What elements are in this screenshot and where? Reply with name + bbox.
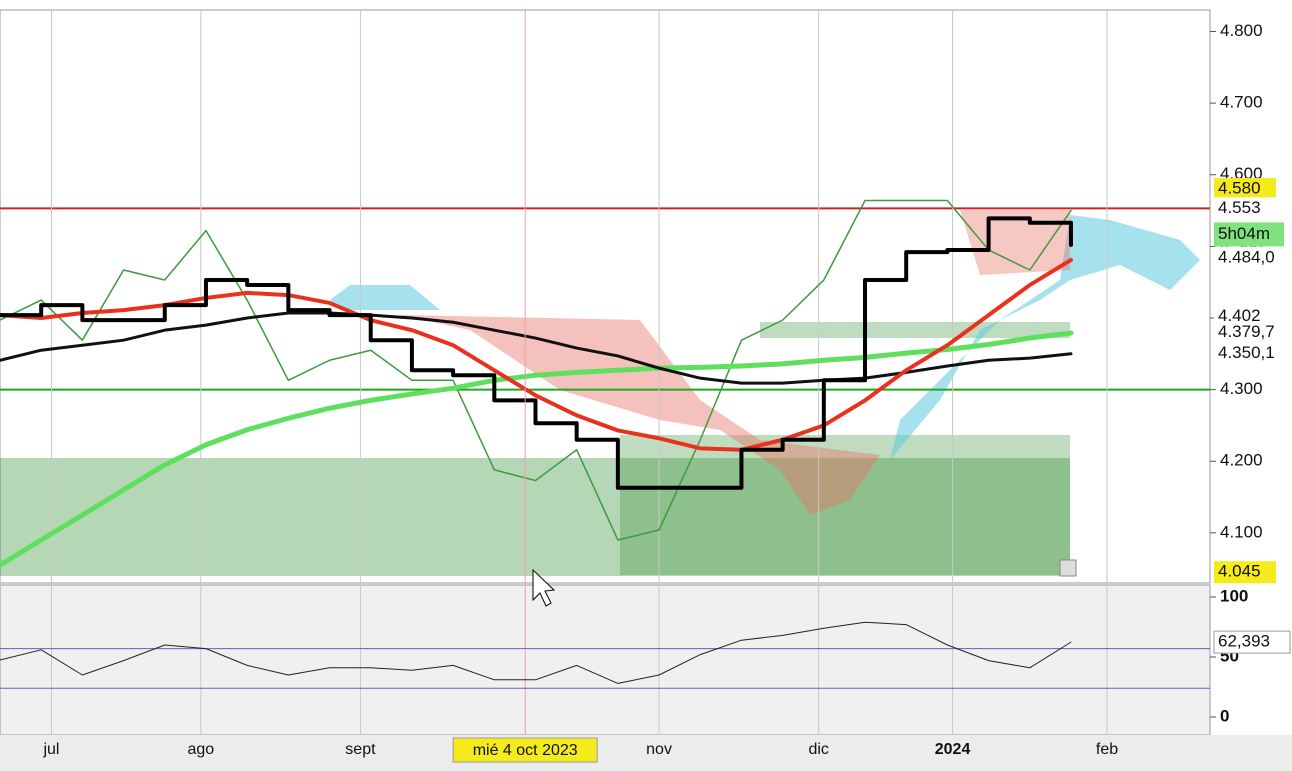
volume-zone bbox=[620, 435, 1070, 575]
price-label-box bbox=[1214, 197, 1276, 220]
volume-zone bbox=[760, 322, 1070, 338]
x-tick-label: feb bbox=[1096, 741, 1118, 758]
y-tick-label: 4.700 bbox=[1220, 93, 1263, 112]
x-tick-label: 2024 bbox=[935, 741, 971, 758]
price-label-box bbox=[1214, 246, 1276, 269]
x-axis-strip bbox=[0, 735, 1292, 771]
cloud bbox=[890, 215, 1200, 460]
crosshair-label: mié 4 oct 2023 bbox=[473, 742, 578, 759]
volume-zone bbox=[0, 458, 1070, 576]
y-tick-label: 4.300 bbox=[1220, 379, 1263, 398]
x-tick-label: nov bbox=[646, 741, 672, 758]
price-label-box bbox=[1214, 342, 1276, 365]
x-tick-label: sept bbox=[345, 741, 376, 758]
price-label: 4.484,0 bbox=[1218, 247, 1275, 266]
price-label: 4.580 bbox=[1218, 179, 1261, 198]
y-tick-label: 4.100 bbox=[1220, 522, 1263, 541]
y-tick-label: 4.800 bbox=[1220, 21, 1263, 40]
y-tick-label: 0 bbox=[1220, 706, 1229, 725]
x-tick-label: jul bbox=[42, 741, 59, 758]
x-tick-label: dic bbox=[808, 741, 828, 758]
series-line bbox=[0, 257, 1073, 452]
price-label: 4.553 bbox=[1218, 198, 1261, 217]
y-tick-label: 4.200 bbox=[1220, 451, 1263, 470]
cloud bbox=[330, 285, 440, 310]
series-line bbox=[0, 621, 1072, 684]
price-label-box bbox=[1214, 178, 1276, 201]
price-label-box bbox=[1214, 321, 1276, 344]
value-label-box bbox=[1213, 630, 1291, 654]
cloud bbox=[400, 315, 880, 515]
countdown: 5h04m bbox=[1218, 224, 1270, 243]
y-tick-label: 100 bbox=[1220, 586, 1248, 605]
value-label: 62,393 bbox=[1218, 632, 1270, 651]
price-label: 4.402 bbox=[1218, 306, 1261, 325]
countdown-box bbox=[1214, 222, 1284, 247]
mouse-cursor bbox=[532, 568, 556, 607]
series-line bbox=[0, 311, 1073, 385]
info-icon[interactable] bbox=[1059, 559, 1077, 577]
rsi-panel bbox=[0, 584, 1211, 736]
price-label-box bbox=[1214, 561, 1276, 584]
price-panel bbox=[0, 9, 1211, 584]
x-tick-label: ago bbox=[187, 741, 214, 758]
series-line bbox=[0, 330, 1074, 568]
series-line bbox=[0, 216, 1073, 490]
price-label: 4.350,1 bbox=[1218, 343, 1275, 362]
series-line bbox=[0, 199, 1072, 541]
crosshair-label-box bbox=[452, 737, 598, 763]
price-label: 4.045 bbox=[1218, 562, 1261, 581]
price-label: 4.379,7 bbox=[1218, 322, 1275, 341]
plot-layer: 4.1004.2004.3004.4004.5004.6004.7004.800… bbox=[0, 10, 1291, 763]
